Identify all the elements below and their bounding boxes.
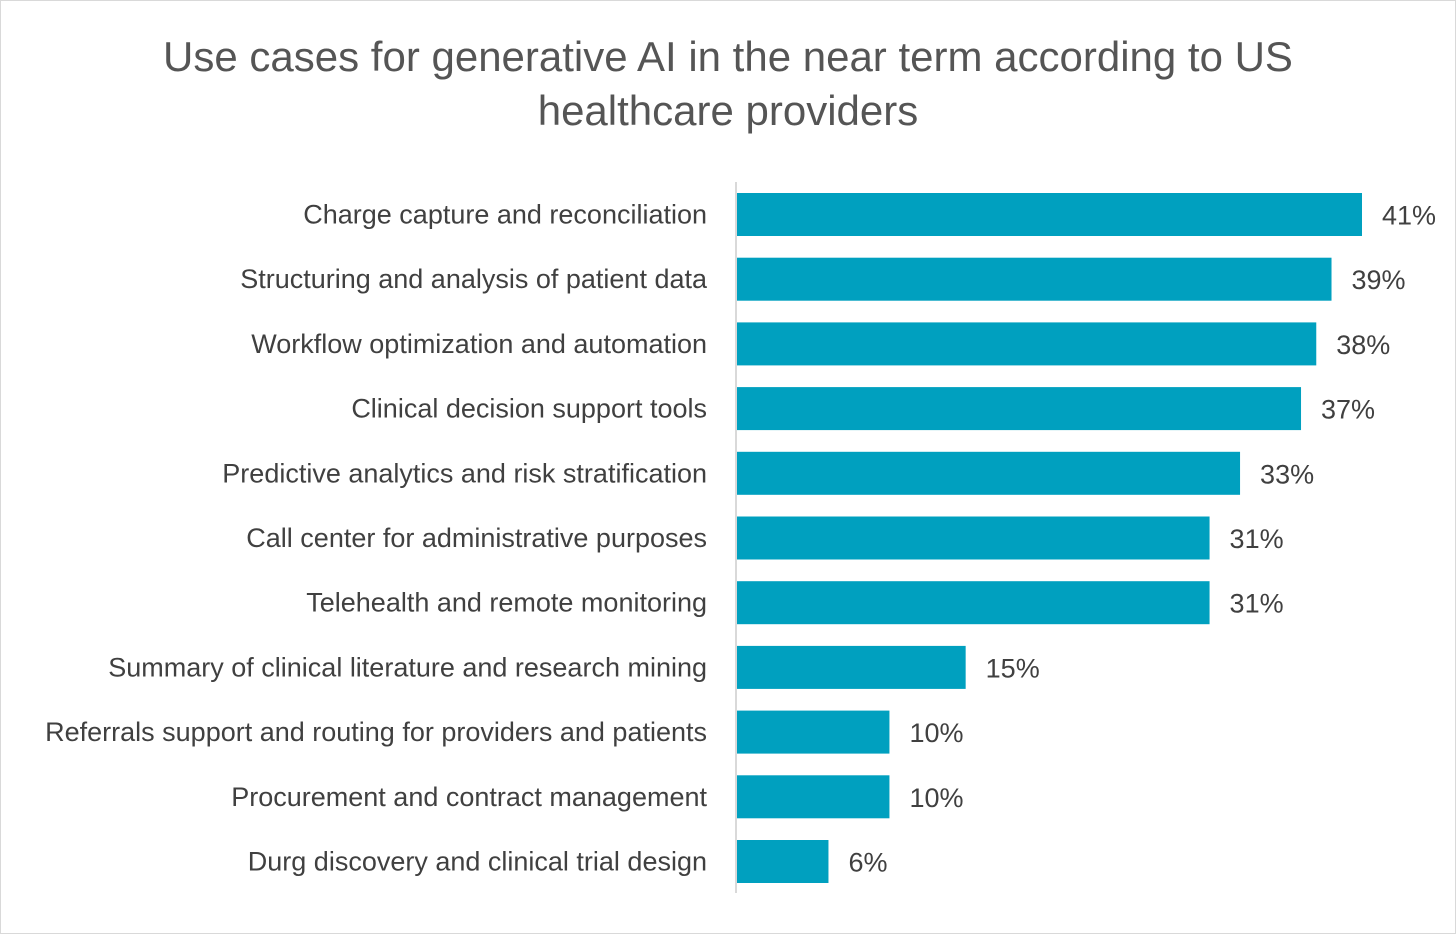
value-labels: 41% 39% 38% 37% 33% 31% 31% 15% 10% 10% 6% bbox=[848, 201, 1436, 878]
value-label-9: 10% bbox=[909, 718, 963, 748]
value-label-10: 10% bbox=[909, 783, 963, 813]
value-label-6: 31% bbox=[1230, 524, 1284, 554]
category-label-5: Predictive analytics and risk stratifica… bbox=[222, 458, 707, 488]
category-label-9: Referrals support and routing for provid… bbox=[45, 717, 707, 747]
value-label-8: 15% bbox=[986, 653, 1040, 683]
category-labels: Charge capture and reconciliation Structu… bbox=[45, 200, 708, 877]
bar-11 bbox=[737, 840, 829, 883]
value-label-2: 39% bbox=[1352, 265, 1406, 295]
category-label-10: Procurement and contract management bbox=[231, 782, 707, 812]
value-label-5: 33% bbox=[1260, 459, 1314, 489]
category-label-1: Charge capture and reconciliation bbox=[303, 200, 707, 230]
category-label-6: Call center for administrative purposes bbox=[246, 523, 707, 553]
bar-2 bbox=[737, 257, 1332, 301]
bar-10 bbox=[737, 775, 890, 819]
bar-9 bbox=[737, 710, 890, 754]
bar-6 bbox=[737, 516, 1210, 560]
category-label-11: Durg discovery and clinical trial design bbox=[248, 847, 707, 877]
bar-7 bbox=[737, 581, 1210, 625]
value-label-1: 41% bbox=[1382, 201, 1436, 231]
value-label-7: 31% bbox=[1230, 589, 1284, 619]
bar-5 bbox=[737, 451, 1241, 495]
bar-1 bbox=[737, 193, 1362, 236]
value-label-3: 38% bbox=[1336, 330, 1390, 360]
category-label-2: Structuring and analysis of patient data bbox=[240, 264, 708, 294]
bar-8 bbox=[737, 645, 966, 689]
bar-3 bbox=[737, 322, 1317, 366]
category-label-3: Workflow optimization and automation bbox=[251, 329, 707, 359]
bars-group bbox=[737, 193, 1362, 883]
category-label-7: Telehealth and remote monitoring bbox=[306, 588, 707, 618]
category-label-4: Clinical decision support tools bbox=[351, 394, 707, 424]
chart-title: Use cases for generative AI in the near … bbox=[163, 33, 1293, 134]
value-label-4: 37% bbox=[1321, 395, 1375, 425]
bar-4 bbox=[737, 387, 1302, 431]
value-label-11: 6% bbox=[848, 848, 887, 878]
category-label-8: Summary of clinical literature and resea… bbox=[108, 652, 707, 682]
